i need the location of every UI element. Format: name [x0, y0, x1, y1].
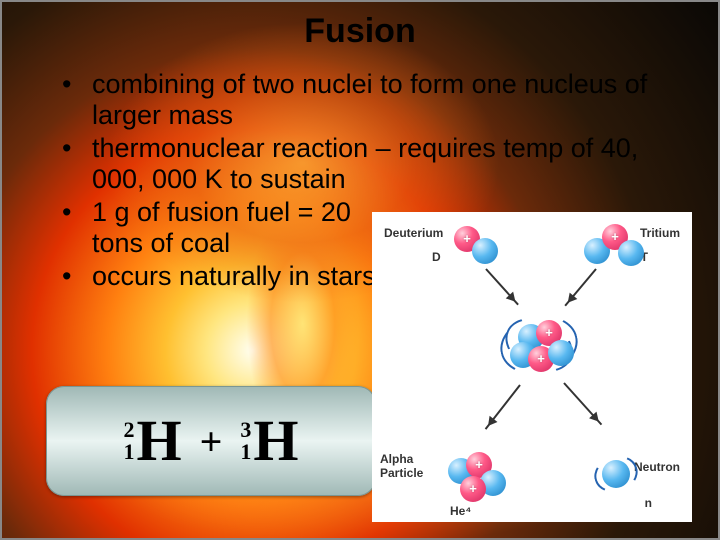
- equation-panel: 2 1 H + 3 1 H: [46, 386, 376, 496]
- label-deuterium: Deuterium: [384, 226, 443, 240]
- neutron: [548, 340, 574, 366]
- label-tritium: Tritium: [640, 226, 680, 240]
- proton: +: [460, 476, 486, 502]
- label-neutron: Neutron: [634, 460, 680, 474]
- bullet-item: combining of two nuclei to form one nucl…: [62, 69, 698, 131]
- bullet-item: occurs naturally in stars: [62, 261, 402, 292]
- label-neutron-sym: n: [645, 496, 652, 510]
- mass-number: 3: [240, 419, 251, 441]
- label-particle: Particle: [380, 466, 423, 480]
- isotope-right: 3 1 H: [240, 412, 298, 470]
- neutron: [602, 460, 630, 488]
- label-deuterium-sym: D: [432, 250, 441, 264]
- arrow: [564, 268, 596, 306]
- slide: Fusion combining of two nuclei to form o…: [0, 0, 720, 540]
- arrow: [485, 384, 521, 429]
- element-symbol: H: [136, 412, 181, 470]
- atomic-number: 1: [123, 441, 134, 463]
- slide-title: Fusion: [22, 12, 698, 51]
- atomic-number: 1: [240, 441, 251, 463]
- mass-number: 2: [123, 419, 134, 441]
- isotope-left: 2 1 H: [123, 412, 181, 470]
- label-alpha: Alpha: [380, 452, 413, 466]
- bullet-item: 1 g of fusion fuel = 20 tons of coal: [62, 197, 402, 259]
- label-he4: He⁴: [450, 504, 471, 518]
- neutron: [618, 240, 644, 266]
- fusion-diagram: Deuterium D Tritium T Alpha Particle He⁴…: [372, 212, 692, 522]
- plus-operator: +: [200, 418, 223, 465]
- arrow: [485, 268, 519, 305]
- arrow: [563, 382, 602, 425]
- bullet-item: thermonuclear reaction – requires temp o…: [62, 133, 698, 195]
- neutron: [472, 238, 498, 264]
- element-symbol: H: [253, 412, 298, 470]
